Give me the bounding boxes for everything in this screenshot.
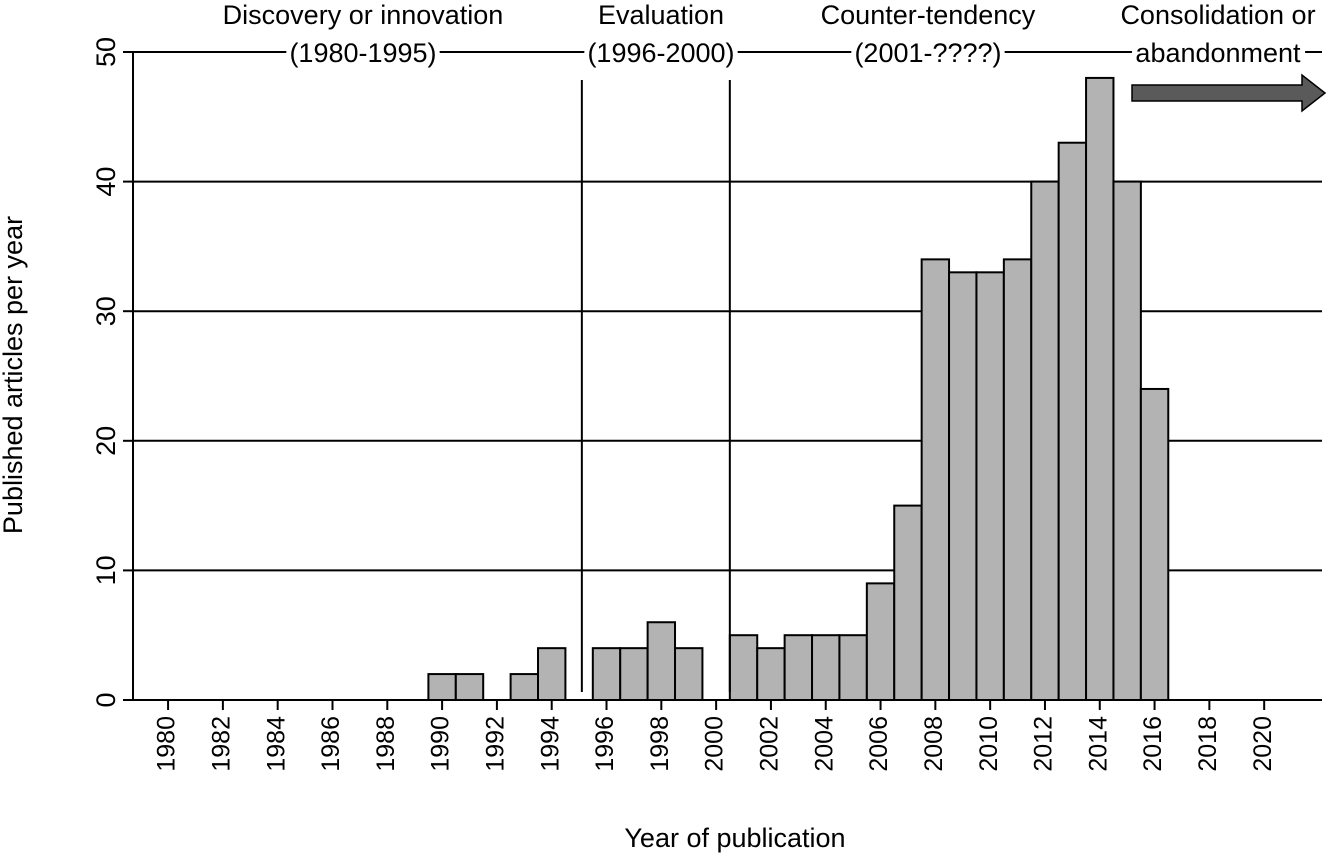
y-tick-label: 20: [91, 426, 121, 456]
bar: [1112, 180, 1142, 702]
x-tick-label: 2010: [975, 716, 1003, 772]
bar: [537, 647, 567, 701]
bar: [865, 582, 896, 701]
y-tick-label: 10: [91, 555, 121, 585]
bar: [1057, 141, 1088, 702]
bar: [948, 271, 978, 701]
phase-annotation: (1980-1995): [289, 38, 436, 68]
phase-annotation: (1996-2000): [587, 38, 734, 68]
y-axis-label: Published articles per year: [0, 216, 28, 534]
bar: [591, 647, 622, 701]
bar: [646, 621, 677, 701]
x-tick-label: 1998: [646, 716, 674, 772]
x-tick-label: 1996: [591, 716, 619, 772]
y-tick-label: 40: [91, 167, 121, 197]
bar: [756, 647, 786, 701]
x-tick-label: 1984: [262, 716, 290, 772]
x-tick-label: 2020: [1249, 716, 1277, 772]
bar: [728, 634, 759, 702]
bar: [1085, 76, 1115, 702]
phase-annotation: abandonment: [1135, 38, 1301, 68]
x-tick-label: 1982: [207, 716, 235, 772]
x-tick-label: 2000: [701, 716, 729, 772]
y-tick-label: 0: [91, 692, 121, 707]
y-tick-label: 50: [91, 37, 121, 67]
x-tick-label: 1986: [317, 716, 345, 772]
x-tick-label: 1990: [427, 716, 455, 772]
phase-annotation: Counter-tendency: [821, 0, 1036, 30]
phase-annotation: (2001-????): [854, 38, 1001, 68]
y-tick-label: 30: [91, 296, 121, 326]
x-tick-label: 1992: [482, 716, 510, 772]
x-tick-label: 2016: [1139, 716, 1167, 772]
x-tick-label: 2004: [810, 716, 838, 772]
bar: [509, 673, 540, 702]
x-tick-label: 2006: [865, 716, 893, 772]
bar: [1002, 258, 1033, 701]
bar: [811, 634, 841, 702]
x-tick-label: 1980: [153, 716, 181, 772]
bar: [454, 673, 485, 702]
x-tick-label: 1994: [536, 716, 564, 772]
bar: [674, 647, 704, 701]
bar: [1030, 180, 1060, 702]
bar: [838, 634, 868, 702]
x-tick-label: 2014: [1084, 716, 1112, 772]
bar: [427, 673, 457, 702]
x-tick-label: 1988: [372, 716, 400, 772]
bar: [783, 634, 814, 702]
bar: [975, 271, 1005, 701]
bar: [893, 504, 923, 701]
phase-annotation: Discovery or innovation: [223, 0, 504, 30]
x-tick-label: 2002: [756, 716, 784, 772]
x-tick-label: 2018: [1194, 716, 1222, 772]
x-tick-label: 2012: [1030, 716, 1058, 772]
bar: [1139, 387, 1170, 701]
phase-annotation: Consolidation or: [1120, 0, 1315, 30]
bar: [920, 258, 951, 701]
x-tick-label: 2008: [920, 716, 948, 772]
phase-arrow: [1131, 73, 1327, 113]
x-axis-label: Year of publication: [624, 823, 845, 853]
phase-annotation: Evaluation: [598, 0, 724, 30]
bar: [619, 647, 649, 701]
